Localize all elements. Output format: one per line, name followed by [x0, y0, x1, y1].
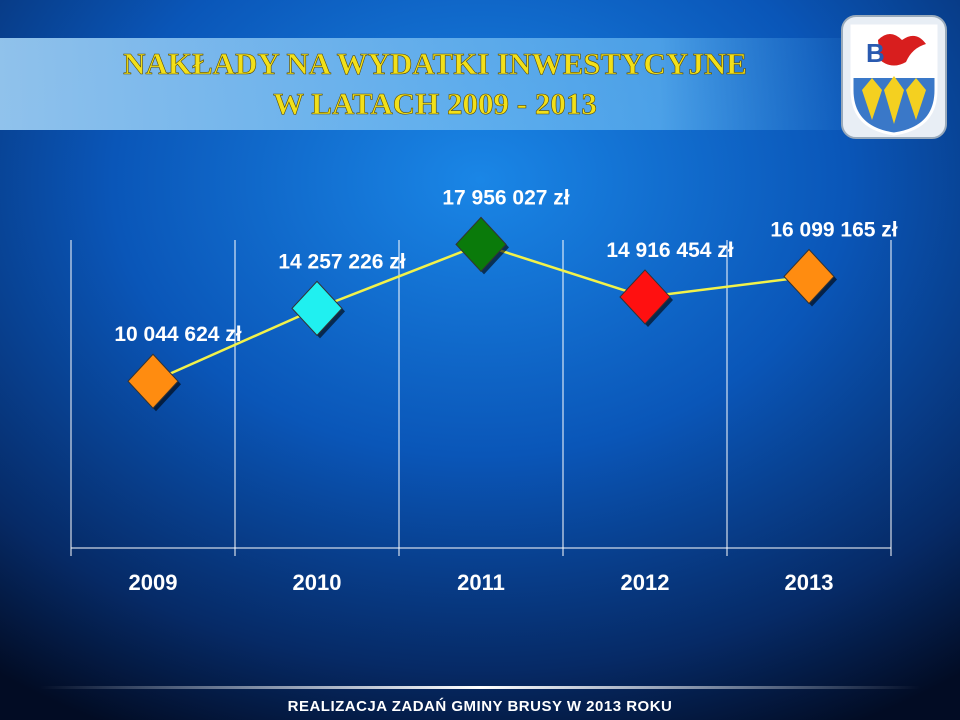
marker — [455, 216, 507, 273]
x-tick-label: 2009 — [129, 570, 178, 595]
coat-of-arms: B — [841, 15, 947, 139]
plot: 2009 2010 2011 2012 2013 10 044 624 zł 14 257 … — [70, 186, 898, 595]
x-tick-label: 2012 — [621, 570, 670, 595]
svg-text:B: B — [866, 38, 885, 68]
marker — [619, 269, 671, 325]
data-label: 14 916 454 zł — [606, 239, 733, 262]
marker — [291, 280, 343, 337]
x-tick-label: 2010 — [293, 570, 342, 595]
data-label: 17 956 027 zł — [442, 186, 569, 209]
marker — [783, 248, 835, 305]
title-banner — [0, 38, 880, 130]
data-label: 16 099 165 zł — [770, 218, 897, 241]
data-label: 14 257 226 zł — [278, 250, 405, 273]
chart-subtitle: W LATACH 2009 - 2013 — [273, 86, 597, 121]
chart-title: NAKŁADY NA WYDATKI INWESTYCYJNE — [123, 46, 747, 81]
data-label: 10 044 624 zł — [114, 323, 241, 346]
marker — [127, 353, 179, 409]
footer-rule — [40, 686, 920, 689]
x-tick-label: 2013 — [785, 570, 834, 595]
x-tick-label: 2011 — [457, 570, 505, 595]
footer: REALIZACJA ZADAŃ GMINY BRUSY W 2013 ROKU — [288, 698, 673, 715]
